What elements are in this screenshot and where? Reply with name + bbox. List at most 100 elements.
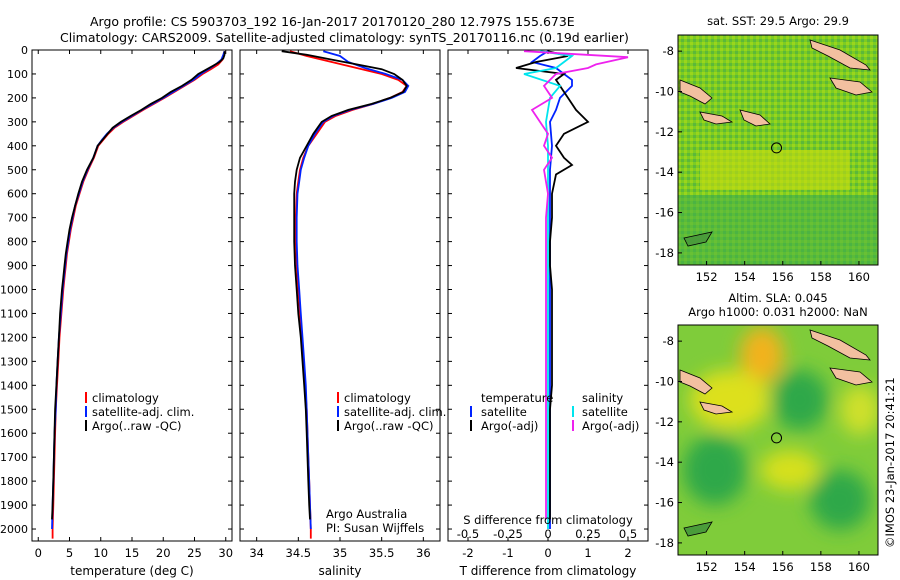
x-tick-label: 5: [66, 546, 73, 560]
sla-map-title-1: Altim. SLA: 0.045: [728, 291, 827, 305]
x-tick-label: 35: [333, 546, 348, 560]
temperature-axis: 0 5 10 15 20 25 30: [35, 49, 233, 560]
depth-tick-label: 1400: [0, 379, 28, 392]
depth-tick-label: 800: [7, 236, 28, 249]
land-png-islands: [679, 79, 734, 125]
depth-tick-label: 1100: [0, 307, 28, 320]
depth-tick-label: 1200: [0, 331, 28, 344]
depth-tick-label: 300: [7, 116, 28, 129]
map-x-tick-label: 152: [696, 560, 718, 574]
legend-swatch-s-argo: [572, 420, 574, 431]
x-tick-label: 34.5: [286, 546, 312, 560]
salinity-legend: climatology satellite-adj. clim. Argo(..…: [337, 391, 446, 433]
temperature-panel: 0100200300400500600700800900100011001200…: [0, 44, 233, 578]
legend-swatch-satellite: [85, 406, 87, 417]
sst-cool-band: [678, 195, 878, 265]
argo-position-marker: [771, 142, 783, 154]
land-new-georgia: [809, 329, 871, 361]
series-line-salinity-satellite: [523, 50, 575, 529]
sla-low-blob: [772, 370, 828, 430]
series-line-argo-raw-qc-: [51, 51, 226, 520]
series-line-salinity-argo-adj-: [523, 50, 629, 520]
map-x-tick-label: 156: [772, 560, 794, 574]
depth-tick-label: 1300: [0, 355, 28, 368]
map-y-tick-label: -18: [655, 246, 674, 260]
map-x-tick-label: 158: [810, 560, 832, 574]
sst-map-axes: 152 154 156 158 160 -8 -10 -12 -14 -16 -18: [655, 44, 870, 284]
sla-high-blob: [740, 327, 784, 383]
difference-profiles: [515, 50, 629, 529]
legend-swatch-satellite: [337, 406, 339, 417]
temperature-profiles: [51, 50, 226, 539]
sst-map-title: sat. SST: 29.5 Argo: 29.9: [707, 14, 849, 28]
sla-map-axes: 152 154 156 158 160 -8 -10 -12 -14 -16 -18: [655, 334, 870, 574]
map-y-tick-label: -8: [663, 334, 674, 348]
legend-header-salinity: salinity: [582, 391, 623, 405]
map-y-tick-label: -10: [655, 84, 674, 98]
map-x-tick-label: 154: [734, 270, 756, 284]
legend-label-t-satellite: satellite: [481, 405, 527, 419]
s-diff-tick-label: 0.5: [619, 527, 637, 541]
map-x-tick-label: 152: [696, 270, 718, 284]
legend-swatch-t-satellite: [470, 406, 472, 417]
sla-map-panel: Altim. SLA: 0.045 Argo h1000: 0.031 h200…: [655, 291, 879, 574]
legend-label-climatology: climatology: [344, 391, 411, 405]
depth-tick-label: 0: [21, 44, 28, 57]
legend-label-satellite: satellite-adj. clim.: [92, 405, 194, 419]
legend-label-argo: Argo(..raw -QC): [344, 419, 434, 433]
salinity-xlabel: salinity: [318, 564, 361, 578]
legend-swatch-t-argo: [470, 420, 472, 431]
land-guadalcanal: [829, 367, 873, 386]
s-difference-xlabel: S difference from climatology: [463, 513, 633, 527]
depth-tick-label: 900: [7, 260, 28, 273]
argo-position-marker: [771, 432, 783, 444]
x-tick-label: 15: [125, 546, 140, 560]
depth-tick-label: 700: [7, 212, 28, 225]
land-reef: [683, 521, 713, 537]
legend-swatch-s-satellite: [572, 406, 574, 417]
temperature-plot-frame: [31, 49, 233, 542]
legend-header-temperature: temperature: [481, 391, 553, 405]
depth-tick-label: 100: [7, 68, 28, 81]
legend-swatch-climatology: [85, 392, 87, 403]
map-y-tick-label: -16: [655, 206, 674, 220]
map-x-tick-label: 160: [848, 560, 870, 574]
map-x-tick-label: 156: [772, 270, 794, 284]
legend-label-climatology: climatology: [92, 391, 159, 405]
salinity-panel: 34 34.5 35 35.5 36 salinity climatology sate…: [239, 49, 446, 578]
legend-label-s-satellite: satellite: [582, 405, 628, 419]
land-reef: [683, 231, 713, 247]
map-y-tick-label: -16: [655, 496, 674, 510]
depth-tick-label: 1700: [0, 451, 28, 464]
map-y-tick-label: -8: [663, 44, 674, 58]
sla-map-frame: [677, 324, 879, 556]
land-png-islands: [679, 369, 734, 415]
imos-timestamp: ©IMOS 23-Jan-2017 20:41:21: [883, 377, 897, 548]
x-tick-label: 10: [93, 546, 108, 560]
depth-tick-label: 400: [7, 140, 28, 153]
s-diff-tick-label: 0.25: [575, 527, 601, 541]
legend-swatch-climatology: [337, 392, 339, 403]
sst-map-frame: [677, 34, 879, 266]
sla-low-blob: [683, 435, 747, 505]
x-tick-label: 1: [584, 546, 591, 560]
t-difference-xlabel: T difference from climatology: [459, 564, 637, 578]
map-y-tick-label: -18: [655, 536, 674, 550]
x-tick-label: 2: [624, 546, 631, 560]
header-line-2: Climatology: CARS2009. Satellite-adjuste…: [60, 30, 629, 45]
s-difference-axis: -0.5 -0.25 0 0.25 0.5: [457, 527, 637, 541]
map-x-tick-label: 158: [810, 270, 832, 284]
s-diff-tick-label: -0.25: [493, 527, 523, 541]
legend-label-t-argo: Argo(-adj): [481, 419, 538, 433]
x-tick-label: -2: [462, 546, 473, 560]
depth-tick-label: 1800: [0, 475, 28, 488]
legend-swatch-argo: [85, 420, 87, 431]
x-tick-label: 20: [156, 546, 171, 560]
sla-mid-blob: [690, 370, 770, 430]
temperature-legend: climatology satellite-adj. clim. Argo(..…: [85, 391, 194, 433]
header-line-1: Argo profile: CS 5903703_192 16-Jan-2017…: [90, 14, 575, 29]
map-x-tick-label: 160: [848, 270, 870, 284]
institution-annotation: Argo Australia: [326, 507, 407, 521]
x-tick-label: 34: [249, 546, 264, 560]
depth-tick-label: 500: [7, 164, 28, 177]
